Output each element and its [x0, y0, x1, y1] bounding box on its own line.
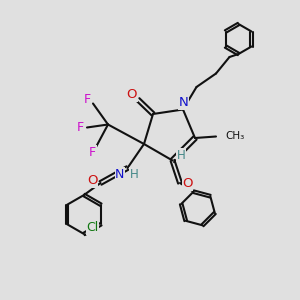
Text: N: N [179, 96, 188, 110]
Text: O: O [127, 88, 137, 101]
Text: F: F [84, 93, 91, 106]
Text: CH₃: CH₃ [226, 131, 245, 141]
Text: N: N [115, 167, 124, 181]
Text: F: F [89, 146, 96, 159]
Text: H: H [176, 148, 185, 162]
Text: F: F [77, 121, 84, 134]
Text: Cl: Cl [86, 221, 99, 234]
Text: H: H [130, 167, 139, 181]
Text: O: O [182, 177, 193, 190]
Text: O: O [87, 174, 98, 187]
